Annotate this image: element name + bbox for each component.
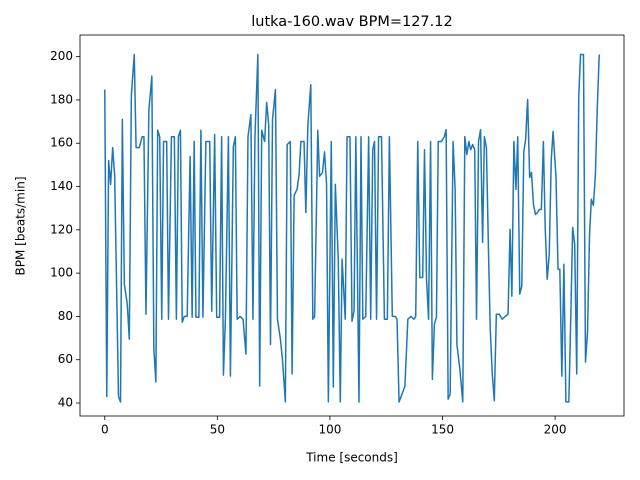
x-tick-label: 200: [544, 423, 567, 437]
y-tick-label: 80: [58, 309, 73, 323]
y-tick-label: 140: [50, 179, 73, 193]
y-tick-label: 100: [50, 266, 73, 280]
chart-title: lutka-160.wav BPM=127.12: [251, 14, 452, 30]
x-tick-label: 50: [210, 423, 225, 437]
x-axis-label: Time [seconds]: [305, 451, 398, 465]
y-tick-label: 180: [50, 92, 73, 106]
y-tick-label: 200: [50, 49, 73, 63]
y-tick-label: 40: [58, 396, 73, 410]
x-tick-label: 100: [318, 423, 341, 437]
data-line: [104, 53, 600, 403]
x-tick-label: 0: [101, 423, 109, 437]
y-tick-label: 120: [50, 222, 73, 236]
axes-frame: [79, 34, 625, 417]
y-axis-label: BPM [beats/min]: [14, 177, 28, 276]
y-tick-label: 160: [50, 136, 73, 150]
x-tick-label: 150: [431, 423, 454, 437]
y-tick-label: 60: [58, 352, 73, 366]
